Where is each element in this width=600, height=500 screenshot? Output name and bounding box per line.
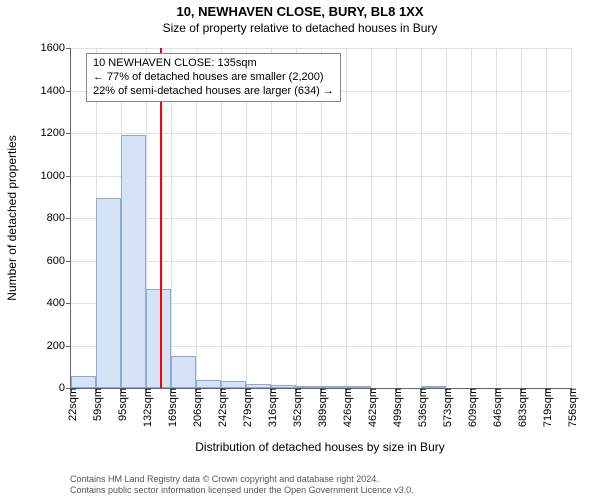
histogram-bar: [221, 381, 246, 388]
gridline-v: [446, 48, 447, 388]
xtick-label: 279sqm: [242, 388, 254, 427]
ytick-label: 400: [47, 297, 71, 309]
ytick-label: 800: [47, 212, 71, 224]
xtick-label: 646sqm: [492, 388, 504, 427]
gridline-v: [546, 48, 547, 388]
gridline-v: [421, 48, 422, 388]
xtick-label: 169sqm: [167, 388, 179, 427]
annotation-line1: 10 NEWHAVEN CLOSE: 135sqm: [93, 57, 334, 71]
footer-line2: Contains public sector information licen…: [70, 485, 414, 496]
histogram-bar: [71, 376, 96, 388]
footer-line1: Contains HM Land Registry data © Crown c…: [70, 474, 414, 485]
gridline-v: [471, 48, 472, 388]
xtick-label: 132sqm: [142, 388, 154, 427]
gridline-v: [571, 48, 572, 388]
xtick-label: 352sqm: [292, 388, 304, 427]
xtick-label: 573sqm: [442, 388, 454, 427]
page-subtitle: Size of property relative to detached ho…: [0, 19, 600, 35]
annotation-line2: ← 77% of detached houses are smaller (2,…: [93, 71, 334, 85]
xtick-label: 719sqm: [542, 388, 554, 427]
xtick-label: 316sqm: [267, 388, 279, 427]
histogram-plot: 10 NEWHAVEN CLOSE: 135sqm ← 77% of detac…: [70, 48, 571, 389]
histogram-bar: [171, 356, 196, 388]
xtick-label: 22sqm: [67, 388, 79, 421]
xtick-label: 756sqm: [567, 388, 579, 427]
histogram-bar: [146, 289, 171, 388]
xtick-label: 499sqm: [392, 388, 404, 427]
page-title: 10, NEWHAVEN CLOSE, BURY, BL8 1XX: [0, 0, 600, 19]
gridline-v: [521, 48, 522, 388]
xtick-label: 426sqm: [342, 388, 354, 427]
x-axis-label: Distribution of detached houses by size …: [195, 440, 444, 454]
histogram-bar: [96, 198, 121, 388]
histogram-bar: [196, 380, 221, 389]
ytick-label: 1600: [41, 42, 71, 54]
y-axis-label: Number of detached properties: [5, 135, 19, 300]
gridline-v: [396, 48, 397, 388]
xtick-label: 536sqm: [417, 388, 429, 427]
footer: Contains HM Land Registry data © Crown c…: [70, 474, 414, 496]
xtick-label: 389sqm: [317, 388, 329, 427]
ytick-label: 1200: [41, 127, 71, 139]
annotation-line3: 22% of semi-detached houses are larger (…: [93, 85, 334, 99]
xtick-label: 206sqm: [192, 388, 204, 427]
histogram-bar: [121, 135, 146, 388]
gridline-v: [371, 48, 372, 388]
xtick-label: 95sqm: [117, 388, 129, 421]
xtick-label: 462sqm: [367, 388, 379, 427]
ytick-label: 1400: [41, 85, 71, 97]
gridline-v: [346, 48, 347, 388]
xtick-label: 242sqm: [217, 388, 229, 427]
xtick-label: 683sqm: [517, 388, 529, 427]
xtick-label: 59sqm: [92, 388, 104, 421]
ytick-label: 1000: [41, 170, 71, 182]
ytick-label: 600: [47, 255, 71, 267]
gridline-v: [496, 48, 497, 388]
ytick-label: 200: [47, 340, 71, 352]
annotation-box: 10 NEWHAVEN CLOSE: 135sqm ← 77% of detac…: [86, 53, 341, 102]
xtick-label: 609sqm: [467, 388, 479, 427]
